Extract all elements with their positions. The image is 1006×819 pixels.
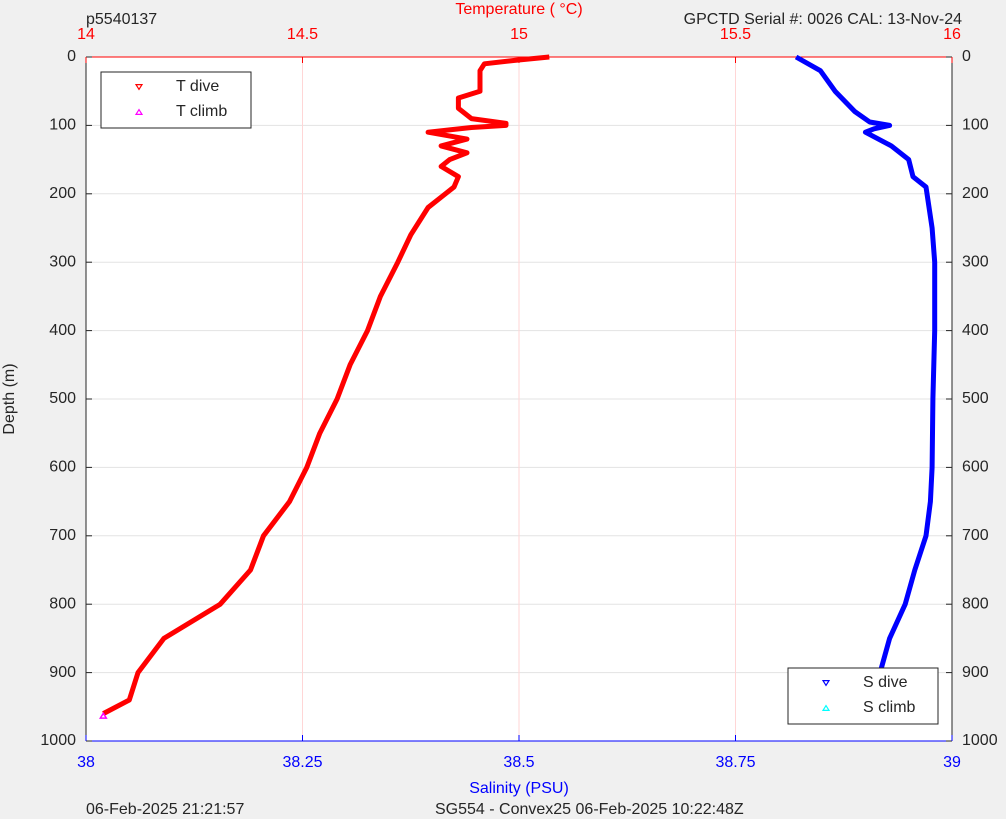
y2-tick-label: 700 — [962, 527, 989, 544]
x2-tick-label: 14 — [77, 26, 95, 43]
legend-marker — [134, 108, 144, 116]
y-tick-label: 900 — [49, 664, 76, 681]
x-tick-label: 38.5 — [503, 754, 534, 771]
y2-tick-label: 800 — [962, 595, 989, 612]
y-axis-label: Depth (m) — [1, 363, 18, 434]
y-tick-label: 500 — [49, 390, 76, 407]
y2-tick-label: 1000 — [962, 732, 998, 749]
y-tick-label: 1000 — [40, 732, 76, 749]
y2-tick-label: 400 — [962, 322, 989, 339]
y-tick-label: 800 — [49, 595, 76, 612]
y-tick-label: 300 — [49, 253, 76, 270]
profile-line — [102, 54, 550, 716]
y-tick-label: 600 — [49, 459, 76, 476]
x2-tick-label: 16 — [943, 26, 961, 43]
y-tick-label: 200 — [49, 185, 76, 202]
x-tick-label: 38.25 — [282, 754, 322, 771]
y-tick-label: 0 — [67, 48, 76, 65]
footer-left: 06-Feb-2025 21:21:57 — [86, 801, 244, 818]
y-tick-label: 100 — [49, 117, 76, 134]
legend-label: T dive — [176, 78, 219, 95]
y2-tick-label: 200 — [962, 185, 989, 202]
x-tick-label: 38.75 — [715, 754, 755, 771]
bottom-axis-label: Salinity (PSU) — [469, 780, 569, 797]
y2-tick-label: 300 — [962, 253, 989, 270]
y2-tick-label: 900 — [962, 664, 989, 681]
legend-marker — [821, 679, 831, 687]
legend-box — [787, 667, 939, 725]
marker — [98, 711, 108, 719]
legend-marker — [134, 83, 144, 91]
y2-tick-label: 600 — [962, 459, 989, 476]
legend-label: T climb — [176, 103, 227, 120]
y-tick-label: 700 — [49, 527, 76, 544]
x-tick-label: 39 — [943, 754, 961, 771]
legend-label: S climb — [863, 699, 916, 716]
x2-tick-label: 15 — [510, 26, 528, 43]
top-axis-label: Temperature ( °C) — [455, 1, 582, 18]
chart-subtitle: GPCTD Serial #: 0026 CAL: 13-Nov-24 — [684, 11, 962, 28]
legend-box — [100, 71, 252, 129]
profile-line — [794, 54, 938, 715]
footer-right: SG554 - Convex25 06-Feb-2025 10:22:48Z — [435, 801, 744, 818]
y-tick-label: 400 — [49, 322, 76, 339]
x2-tick-label: 15.5 — [720, 26, 751, 43]
y2-tick-label: 0 — [962, 48, 971, 65]
y2-tick-label: 500 — [962, 390, 989, 407]
chart-title: p5540137 — [86, 11, 157, 28]
legend-marker — [821, 704, 831, 712]
x-tick-label: 38 — [77, 754, 95, 771]
legend-label: S dive — [863, 674, 908, 691]
x2-tick-label: 14.5 — [287, 26, 318, 43]
y2-tick-label: 100 — [962, 117, 989, 134]
